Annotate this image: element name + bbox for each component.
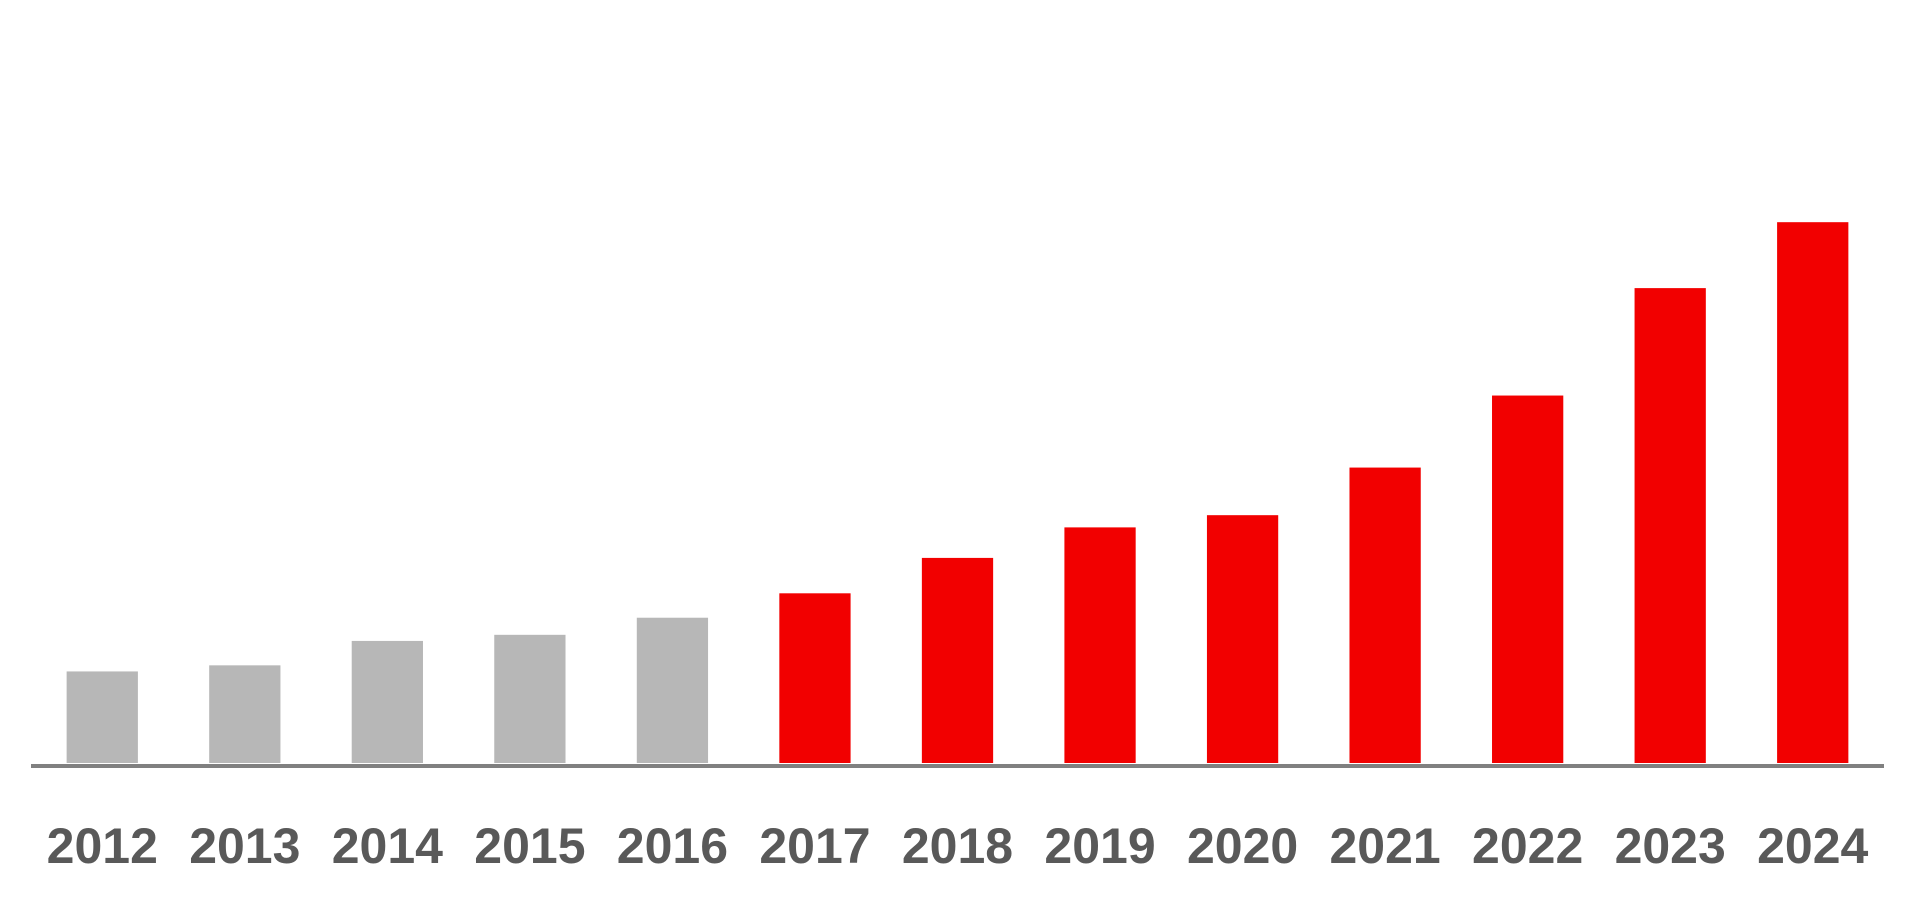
x-tick-label: 2022 xyxy=(1472,818,1583,874)
bar xyxy=(1064,527,1136,763)
x-tick-label: 2021 xyxy=(1329,818,1440,874)
bar xyxy=(1492,395,1564,763)
bar xyxy=(1634,288,1706,763)
x-tick-label: 2020 xyxy=(1187,818,1298,874)
bar xyxy=(1206,515,1279,763)
bar xyxy=(1777,222,1849,763)
bar xyxy=(66,671,138,763)
x-tick-label: 2019 xyxy=(1044,818,1155,874)
x-tick-label: 2017 xyxy=(759,818,870,874)
bar xyxy=(921,557,994,763)
x-tick-label: 2013 xyxy=(189,818,300,874)
bar xyxy=(779,593,851,763)
x-tick-label: 2015 xyxy=(474,818,585,874)
x-tick-label: 2023 xyxy=(1615,818,1726,874)
x-tick-label: 2012 xyxy=(47,818,158,874)
x-tick-label: 2018 xyxy=(902,818,1013,874)
x-tick-label: 2016 xyxy=(617,818,728,874)
bar xyxy=(351,640,423,763)
bar xyxy=(209,665,281,763)
x-tick-label: 2014 xyxy=(332,818,443,874)
bar xyxy=(636,617,709,763)
bar xyxy=(494,634,566,763)
x-tick-label: 2024 xyxy=(1757,818,1868,874)
bar xyxy=(1349,467,1421,763)
